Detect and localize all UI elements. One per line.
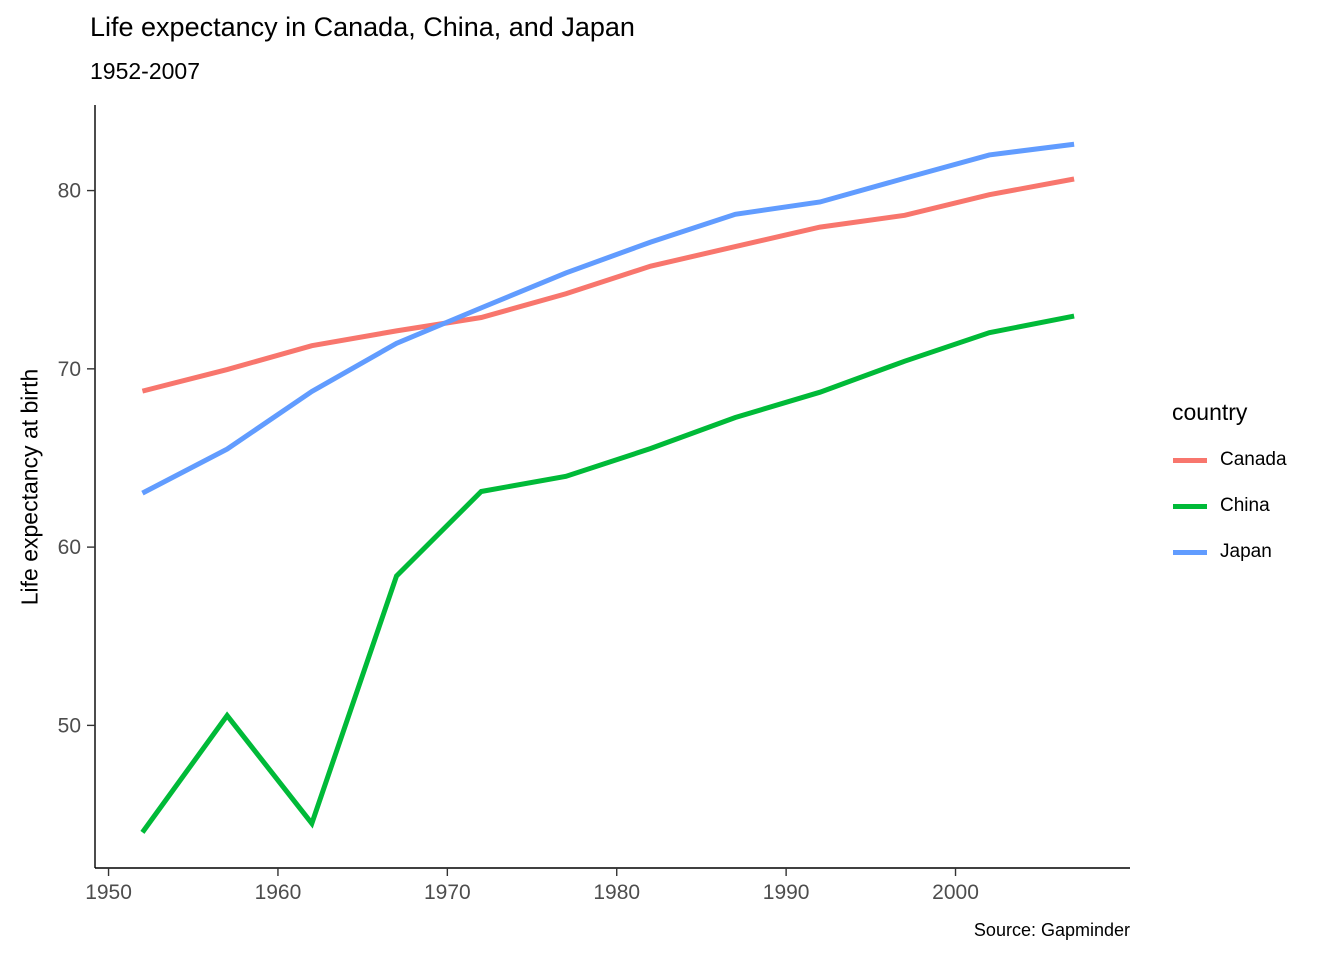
legend-line-swatch-canada [1173, 457, 1207, 463]
legend-label-canada: Canada [1220, 449, 1287, 470]
legend-item-china: China [1172, 488, 1287, 524]
legend-key-japan [1172, 534, 1208, 570]
y-tick-label: 80 [58, 180, 81, 203]
legend-label-japan: Japan [1220, 541, 1272, 562]
legend-title: country [1172, 399, 1248, 425]
series-line-japan [141, 141, 1075, 496]
x-tick-label: 1980 [593, 881, 640, 904]
legend-key-china [1172, 488, 1208, 524]
chart-subtitle: 1952-2007 [90, 58, 200, 84]
y-tick-label: 70 [58, 358, 81, 381]
y-tick-label: 60 [58, 536, 81, 559]
y-tick-label: 50 [58, 714, 81, 737]
x-tick-label: 1990 [763, 881, 810, 904]
series-line-canada [141, 176, 1075, 394]
source-caption: Source: Gapminder [973, 920, 1130, 940]
legend-item-japan: Japan [1172, 534, 1287, 570]
legend-key-canada [1172, 442, 1208, 478]
series-line-china [140, 313, 1075, 834]
legend-label-china: China [1220, 495, 1270, 516]
x-tick-label: 2000 [932, 881, 979, 904]
legend-item-canada: Canada [1172, 442, 1287, 478]
chart-title: Life expectancy in Canada, China, and Ja… [90, 12, 635, 42]
x-tick-label: 1960 [255, 881, 302, 904]
legend-line-swatch-japan [1173, 549, 1207, 555]
x-tick-label: 1950 [85, 881, 132, 904]
legend-items: Canada China Japan [1172, 442, 1287, 570]
legend-line-swatch-china [1173, 503, 1207, 509]
legend: country Canada China Japan [1172, 398, 1287, 580]
x-tick-label: 1970 [424, 881, 471, 904]
